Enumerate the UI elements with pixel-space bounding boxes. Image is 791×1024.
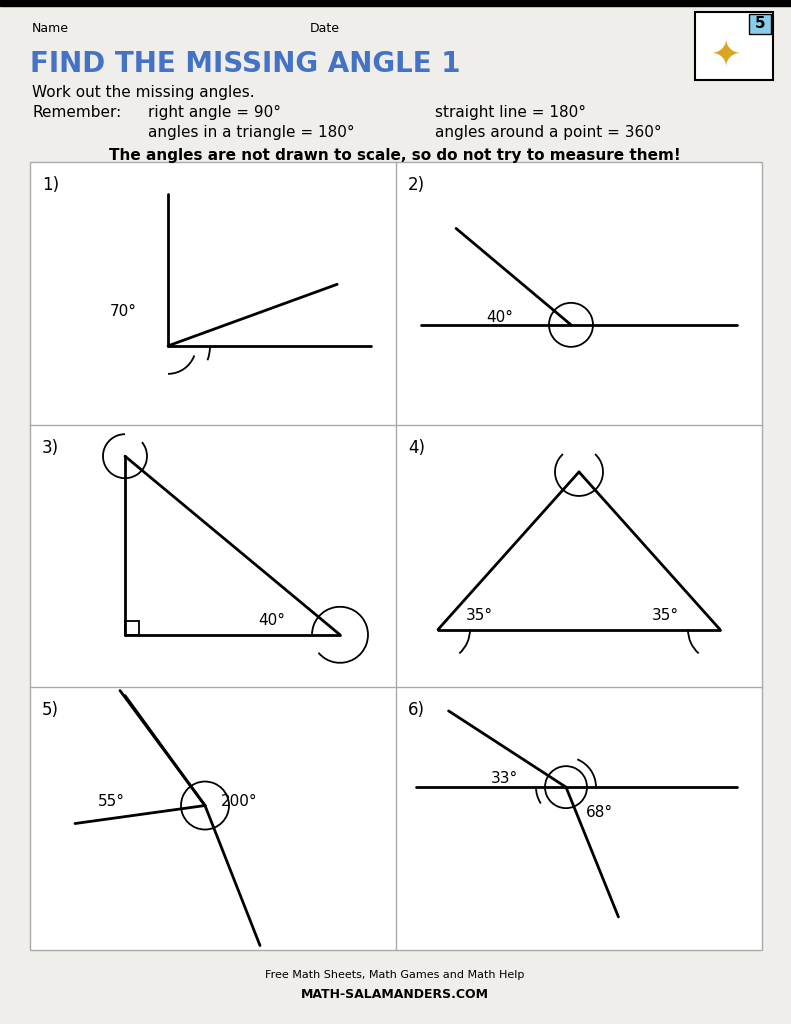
- Text: 68°: 68°: [586, 805, 613, 820]
- Bar: [695, 12, 773, 80]
- Text: 4): 4): [408, 438, 425, 457]
- Text: straight line = 180°: straight line = 180°: [435, 105, 586, 120]
- Text: Name: Name: [32, 22, 69, 35]
- Text: 200°: 200°: [221, 794, 258, 809]
- Bar: [125, 621, 139, 635]
- Bar: [30, 162, 762, 950]
- Text: The angles are not drawn to scale, so do not try to measure them!: The angles are not drawn to scale, so do…: [109, 148, 681, 163]
- Text: Date: Date: [310, 22, 340, 35]
- Bar: [0, 0, 791, 6]
- Text: 3): 3): [42, 438, 59, 457]
- Text: 40°: 40°: [486, 310, 513, 325]
- Text: 35°: 35°: [652, 607, 679, 623]
- Text: 35°: 35°: [466, 607, 493, 623]
- Text: 2): 2): [408, 176, 425, 194]
- Text: 5: 5: [755, 16, 766, 32]
- Text: right angle = 90°: right angle = 90°: [148, 105, 281, 120]
- Bar: [749, 14, 771, 34]
- Text: 55°: 55°: [98, 794, 125, 809]
- Text: 70°: 70°: [110, 304, 137, 318]
- Text: 40°: 40°: [258, 612, 285, 628]
- Text: 33°: 33°: [491, 771, 518, 786]
- Text: ✦: ✦: [711, 38, 741, 72]
- Text: angles around a point = 360°: angles around a point = 360°: [435, 125, 661, 140]
- Text: Free Math Sheets, Math Games and Math Help: Free Math Sheets, Math Games and Math He…: [265, 970, 524, 980]
- Text: 5): 5): [42, 701, 59, 719]
- Text: MATH-SALAMANDERS.COM: MATH-SALAMANDERS.COM: [301, 988, 489, 1001]
- Text: 6): 6): [408, 701, 425, 719]
- Text: Work out the missing angles.: Work out the missing angles.: [32, 85, 255, 100]
- Text: FIND THE MISSING ANGLE 1: FIND THE MISSING ANGLE 1: [30, 50, 460, 78]
- Text: 1): 1): [42, 176, 59, 194]
- Text: angles in a triangle = 180°: angles in a triangle = 180°: [148, 125, 354, 140]
- Text: Remember:: Remember:: [32, 105, 121, 120]
